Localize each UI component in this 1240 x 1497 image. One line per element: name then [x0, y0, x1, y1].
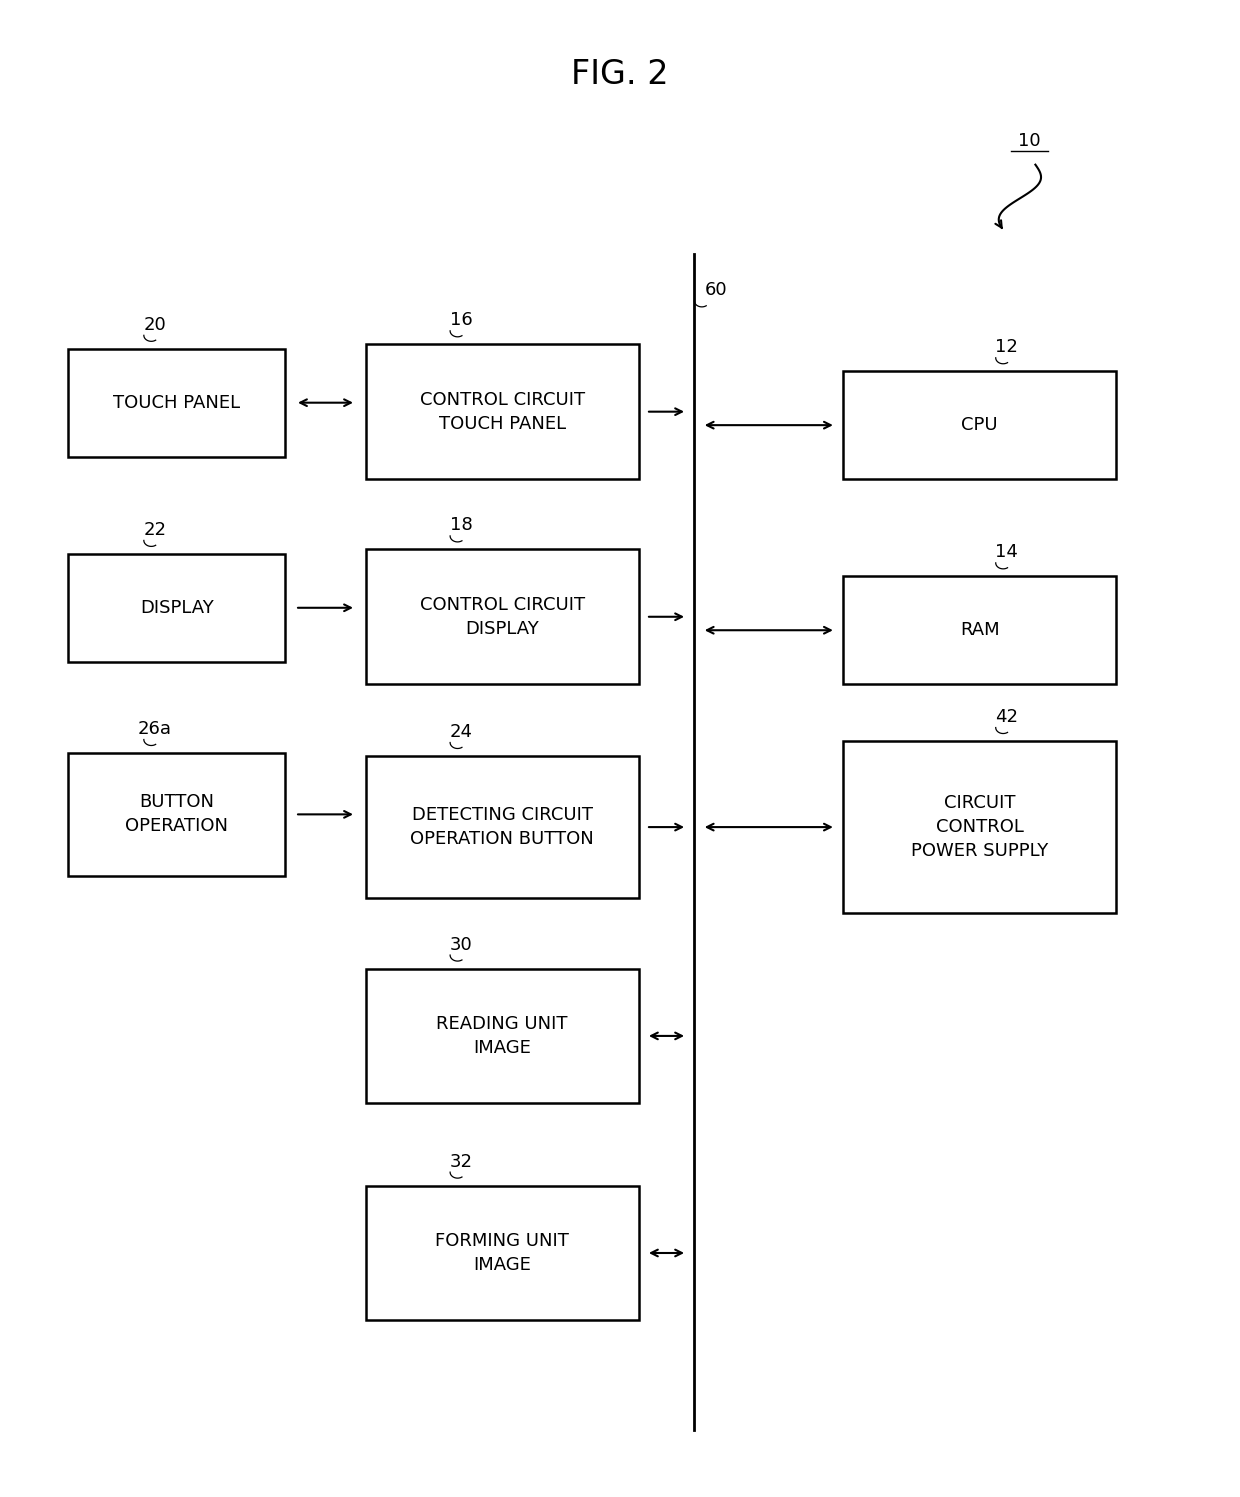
- FancyBboxPatch shape: [366, 969, 639, 1103]
- Text: 10: 10: [1018, 132, 1040, 150]
- Text: 20: 20: [144, 316, 166, 334]
- FancyBboxPatch shape: [366, 1186, 639, 1320]
- Text: DISPLAY: DISPLAY: [140, 599, 213, 617]
- Text: CPU: CPU: [961, 416, 998, 434]
- FancyBboxPatch shape: [366, 756, 639, 898]
- Text: IMAGE: IMAGE: [474, 1039, 531, 1057]
- Text: CONTROL: CONTROL: [936, 817, 1023, 837]
- Text: IMAGE: IMAGE: [474, 1256, 531, 1274]
- Text: CIRCUIT: CIRCUIT: [944, 793, 1016, 813]
- Text: TOUCH PANEL: TOUCH PANEL: [113, 394, 241, 412]
- Text: 32: 32: [450, 1153, 472, 1171]
- Text: OPERATION BUTTON: OPERATION BUTTON: [410, 829, 594, 849]
- Text: 26a: 26a: [138, 720, 172, 738]
- Text: 14: 14: [996, 543, 1018, 561]
- Text: 60: 60: [704, 281, 727, 299]
- Text: 42: 42: [996, 708, 1018, 726]
- Text: 16: 16: [450, 311, 472, 329]
- FancyBboxPatch shape: [843, 371, 1116, 479]
- Text: CONTROL CIRCUIT: CONTROL CIRCUIT: [419, 596, 585, 614]
- Text: DETECTING CIRCUIT: DETECTING CIRCUIT: [412, 805, 593, 825]
- Text: TOUCH PANEL: TOUCH PANEL: [439, 415, 565, 433]
- Text: CONTROL CIRCUIT: CONTROL CIRCUIT: [419, 391, 585, 409]
- Text: DISPLAY: DISPLAY: [465, 620, 539, 638]
- FancyBboxPatch shape: [843, 741, 1116, 913]
- Text: RAM: RAM: [960, 621, 999, 639]
- Text: 12: 12: [996, 338, 1018, 356]
- Text: BUTTON: BUTTON: [139, 793, 215, 811]
- Text: 18: 18: [450, 516, 472, 534]
- Text: OPERATION: OPERATION: [125, 817, 228, 835]
- FancyBboxPatch shape: [68, 349, 285, 457]
- Text: POWER SUPPLY: POWER SUPPLY: [911, 841, 1048, 861]
- FancyBboxPatch shape: [843, 576, 1116, 684]
- Text: 22: 22: [144, 521, 166, 539]
- Text: FIG. 2: FIG. 2: [572, 58, 668, 91]
- Text: FORMING UNIT: FORMING UNIT: [435, 1232, 569, 1250]
- FancyBboxPatch shape: [68, 753, 285, 876]
- Text: 30: 30: [450, 936, 472, 954]
- Text: 24: 24: [450, 723, 472, 741]
- FancyBboxPatch shape: [68, 554, 285, 662]
- Text: READING UNIT: READING UNIT: [436, 1015, 568, 1033]
- FancyBboxPatch shape: [366, 549, 639, 684]
- FancyBboxPatch shape: [366, 344, 639, 479]
